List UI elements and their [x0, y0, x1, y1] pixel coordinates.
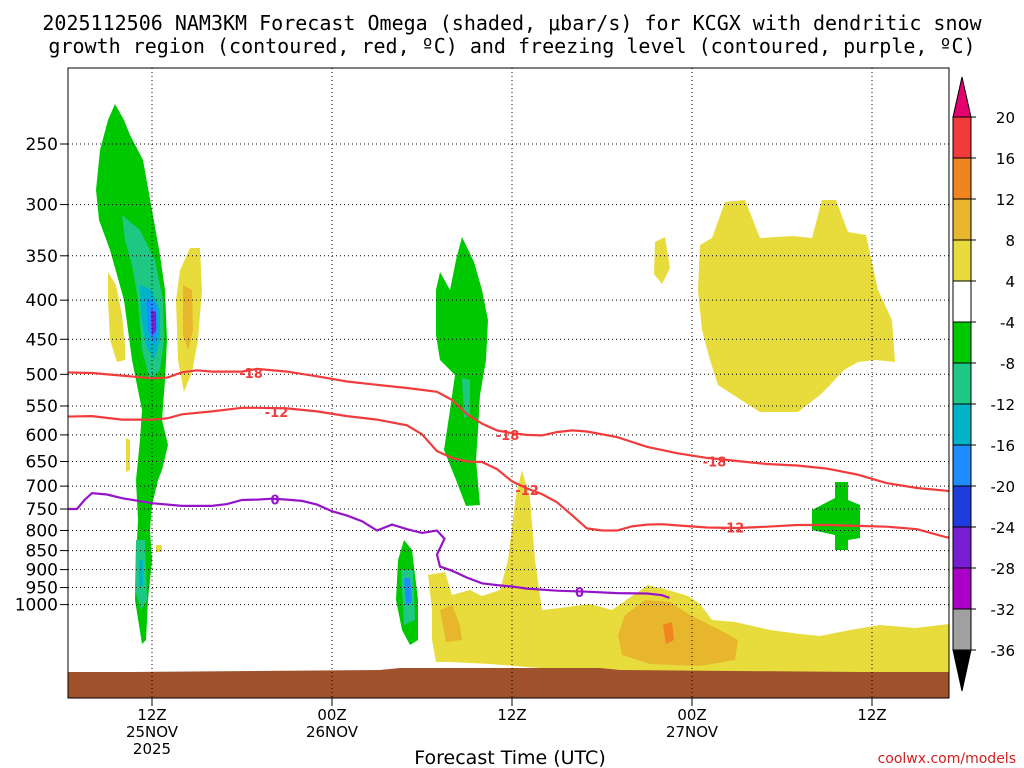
y-tick-label: 750 [26, 500, 58, 520]
colorbar-label: 8 [1005, 232, 1015, 250]
y-tick-label: 650 [26, 452, 58, 472]
shade-upward-blue-spot [404, 578, 412, 605]
colorbar-segment [952, 526, 972, 569]
y-tick-label: 500 [26, 365, 58, 385]
colorbar-segment [952, 239, 972, 282]
y-tick-label: 350 [26, 247, 58, 267]
colorbar-label: 12 [996, 191, 1015, 209]
colorbar-segment [952, 403, 972, 446]
contour-labels: -18 -18 -18 -12 -12 -12 0 0 [239, 367, 745, 601]
contour-label: -12 [265, 406, 289, 421]
colorbar-label: -24 [991, 519, 1016, 537]
colorbar-segment [952, 198, 972, 241]
y-tick-label: 300 [26, 196, 58, 216]
colorbar-label: -20 [991, 478, 1016, 496]
grid-lines [68, 68, 949, 698]
y-tick-label: 950 [26, 579, 58, 599]
shade-subsidence-lower-gold-left [440, 605, 462, 642]
shade-upward-teal-mid [462, 378, 470, 418]
y-tick-label: 450 [26, 330, 58, 350]
colorbar-label: -12 [991, 396, 1016, 414]
colorbar-label: 20 [996, 109, 1015, 127]
shade-upward-cyan-lower [139, 560, 143, 588]
shade-subsidence-early-orange [183, 285, 193, 350]
colorbar-segment [952, 567, 972, 610]
colorbar-label: -36 [991, 642, 1016, 660]
contour-label: -18 [496, 429, 520, 444]
colorbar-segment [952, 362, 972, 405]
y-tick-label: 700 [26, 477, 58, 497]
shade-subsidence-lower [428, 470, 949, 676]
colorbar-segment [952, 116, 972, 159]
plot-area [68, 68, 949, 698]
y-tick-label: 250 [26, 135, 58, 155]
shade-subsidence-upper-right-blob [654, 237, 670, 284]
contour-label: -12 [721, 522, 745, 537]
colorbar-label: -32 [991, 601, 1016, 619]
plot-border [67, 67, 950, 699]
x-tick-label: 12Z [137, 706, 166, 724]
contour-freezing-level [68, 491, 670, 599]
shade-upward-main-mid [436, 237, 488, 506]
contour-label: -18 [239, 367, 263, 382]
colorbar-label: 4 [1005, 273, 1015, 291]
ground-surface-edge [68, 668, 949, 680]
colorbar-segment [952, 280, 972, 323]
y-tick-label: 850 [26, 542, 58, 562]
x-tick-label: 00Z [317, 706, 346, 724]
shade-upward-main-early [96, 104, 168, 644]
x-tick-date: 27NOV [666, 723, 719, 741]
x-tick-date: 26NOV [306, 723, 359, 741]
shade-subsidence-upper-right [698, 200, 895, 412]
y-axis: 2503003504004505005506006507007508008509… [15, 135, 68, 616]
contour-dgzm12 [68, 406, 949, 539]
chart-title-line-1: 2025112506 NAM3KM Forecast Omega (shaded… [42, 11, 982, 35]
y-tick-label: 400 [26, 291, 58, 311]
contour-label: 0 [270, 494, 279, 509]
x-tick-label: 12Z [857, 706, 886, 724]
y-tick-label: 900 [26, 561, 58, 581]
y-tick-label: 1000 [15, 596, 58, 616]
y-tick-label: 800 [26, 521, 58, 541]
colorbar-label: -28 [991, 560, 1016, 578]
x-tick-label: 00Z [677, 706, 706, 724]
colorbar-label: -4 [1000, 314, 1015, 332]
shade-subsidence-lower-gold-right [618, 600, 738, 666]
contour-label: 0 [575, 586, 584, 601]
x-axis-label: Forecast Time (UTC) [414, 747, 605, 768]
colorbar-segment [952, 444, 972, 487]
colorbar: 20 16 12 8 4 -4 -8 -12 -16 -20 -24 -28 -32 -36 [952, 76, 1016, 692]
contour-dgzm18 [68, 367, 949, 493]
colorbar-segment [952, 321, 972, 364]
x-tick-year: 2025 [133, 740, 171, 758]
contour-label: -18 [703, 455, 727, 470]
chart-title-line-2: growth region (contoured, red, ºC) and f… [48, 34, 975, 58]
colorbar-segment [952, 485, 972, 528]
y-tick-label: 600 [26, 426, 58, 446]
colorbar-top-arrow [952, 76, 972, 118]
shade-subsidence-early-speck [126, 438, 130, 472]
x-tick-label: 12Z [497, 706, 526, 724]
contour-lines [68, 367, 949, 599]
colorbar-label: -8 [1000, 355, 1015, 373]
colorbar-label: -16 [991, 437, 1016, 455]
y-tick-label: 550 [26, 397, 58, 417]
x-tick-date: 25NOV [126, 723, 179, 741]
colorbar-bottom-arrow [952, 649, 972, 692]
colorbar-segment [952, 608, 972, 651]
colorbar-segment [952, 157, 972, 200]
contour-label: -12 [515, 484, 539, 499]
colorbar-label: 16 [996, 150, 1015, 168]
shade-upward-right-patch [812, 482, 860, 550]
omega-shading [96, 104, 949, 676]
credit-link[interactable]: coolwx.com/models [878, 751, 1016, 767]
shade-subsidence-lower-orange [663, 622, 674, 644]
